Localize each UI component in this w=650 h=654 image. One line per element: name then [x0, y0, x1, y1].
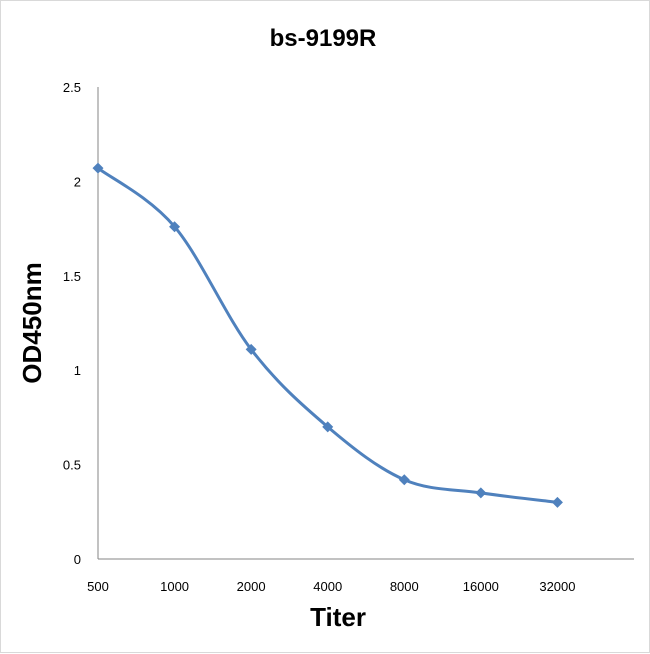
series-layer: [92, 162, 563, 508]
y-tick-label: 1: [74, 363, 81, 378]
y-tick-label: 0.5: [63, 458, 81, 473]
x-tick-label: 500: [87, 579, 109, 594]
data-point-marker: [169, 221, 181, 233]
data-point-marker: [92, 162, 104, 174]
y-tick-label: 2.5: [63, 80, 81, 95]
x-axis-title: Titer: [310, 602, 366, 632]
data-point-marker: [475, 487, 487, 499]
y-tick-label: 1.5: [63, 269, 81, 284]
data-point-marker: [245, 343, 257, 355]
x-tick-label: 32000: [539, 579, 575, 594]
x-tick-label: 1000: [160, 579, 189, 594]
x-tick-label: 16000: [463, 579, 499, 594]
x-tick-label: 8000: [390, 579, 419, 594]
y-axis: 0 0.5 1 1.5 2 2.5: [63, 80, 99, 567]
y-axis-title: OD450nm: [17, 262, 47, 383]
x-tick-label: 2000: [237, 579, 266, 594]
y-tick-labels: 0 0.5 1 1.5 2 2.5: [63, 80, 81, 567]
data-point-marker: [322, 421, 334, 433]
data-point-marker: [398, 474, 410, 486]
data-point-marker: [551, 496, 563, 508]
x-axis: 500 1000 2000 4000 8000 16000 32000: [87, 558, 634, 594]
y-tick-label: 2: [74, 174, 81, 189]
series-line: [97, 166, 558, 504]
chart-title: bs-9199R: [270, 25, 377, 52]
y-tick-label: 0: [74, 552, 81, 567]
x-tick-labels: 500 1000 2000 4000 8000 16000 32000: [87, 579, 575, 594]
x-tick-label: 4000: [313, 579, 342, 594]
